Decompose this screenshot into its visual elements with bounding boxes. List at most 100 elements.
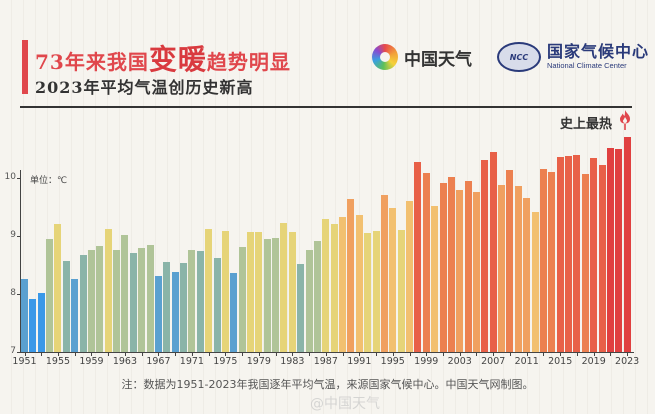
x-tick-mark: [141, 353, 143, 356]
bar-1971: [188, 249, 196, 352]
y-tick-mark: [17, 352, 20, 353]
bar-2017: [573, 154, 581, 352]
bar-1989: [339, 216, 347, 352]
title-emphasis: 暖: [177, 43, 207, 76]
bar-2003: [456, 190, 464, 352]
flame-icon: [620, 110, 630, 130]
bar-1998: [414, 161, 422, 352]
bar-1991: [355, 215, 363, 352]
bar-1970: [180, 263, 188, 352]
bar-2016: [565, 155, 573, 352]
footnote: 注：数据为1951-2023年我国逐年平均气温，来源国家气候中心。中国天气网制图…: [121, 378, 534, 391]
x-tick-label: 2023: [615, 356, 640, 367]
china-weather-swirl-icon: [372, 44, 398, 70]
bar-1957: [71, 278, 79, 352]
bar-2012: [531, 212, 539, 352]
y-tick-label: 9: [10, 230, 16, 240]
x-tick-mark: [309, 353, 311, 356]
x-tick-mark: [57, 353, 59, 356]
bar-1956: [62, 260, 70, 352]
y-tick-mark: [17, 236, 20, 237]
bar-2005: [472, 191, 480, 352]
x-tick-mark: [610, 353, 612, 356]
bar-1973: [205, 229, 213, 352]
bar-1977: [238, 247, 246, 352]
bar-1961: [104, 229, 112, 352]
bar-1968: [163, 262, 171, 352]
ncc-logo: NCC 国家气候中心 National Climate Center: [497, 42, 649, 72]
bar-2010: [514, 186, 522, 352]
x-tick-mark: [426, 353, 428, 356]
bar-1969: [171, 271, 179, 352]
bar-2020: [598, 165, 606, 352]
header-divider: [20, 106, 632, 108]
bar-1967: [154, 276, 162, 352]
hottest-annotation: 史上最热: [560, 117, 613, 132]
x-tick-mark: [325, 353, 327, 356]
x-tick-mark: [292, 353, 294, 356]
x-tick-mark: [124, 353, 126, 356]
bar-2002: [447, 176, 455, 352]
bar-1962: [113, 249, 121, 352]
x-tick-mark: [459, 353, 461, 356]
bar-1951: [21, 278, 28, 352]
x-tick-mark: [392, 353, 394, 356]
x-tick-mark: [627, 353, 629, 356]
title-part: 73年来我国: [35, 50, 149, 74]
bar-2013: [539, 168, 547, 352]
bar-1972: [196, 251, 204, 352]
bar-1984: [297, 263, 305, 352]
bar-2001: [439, 183, 447, 352]
x-tick-mark: [560, 353, 562, 356]
bar-2006: [481, 160, 489, 352]
bar-1963: [121, 234, 129, 352]
bar-1990: [347, 198, 355, 352]
x-tick-label: 1991: [347, 356, 372, 367]
y-tick-label: 7: [10, 346, 16, 356]
bar-1955: [54, 224, 62, 352]
bar-1974: [213, 258, 221, 352]
x-tick-label: 2015: [548, 356, 573, 367]
x-tick-mark: [476, 353, 478, 356]
x-tick-label: 1963: [112, 356, 138, 367]
bar-1954: [46, 238, 54, 352]
x-tick-mark: [74, 353, 76, 356]
bar-1987: [322, 219, 330, 352]
x-tick-mark: [24, 353, 26, 356]
bar-2007: [489, 151, 497, 352]
ncc-name-en: National Climate Center: [547, 61, 627, 71]
china-weather-logo: 中国天气: [372, 44, 472, 70]
bar-2004: [464, 180, 472, 352]
bar-2008: [498, 184, 506, 352]
bar-1979: [255, 231, 263, 352]
x-tick-mark: [359, 353, 361, 356]
x-tick-label: 1959: [79, 356, 104, 367]
x-tick-mark: [41, 353, 43, 356]
x-tick-label: 1951: [12, 356, 37, 367]
bar-2023: [623, 136, 631, 352]
x-tick-label: 1971: [179, 356, 204, 367]
title-part: 趋势明显: [206, 50, 291, 74]
x-axis: [20, 352, 634, 353]
bar-1996: [397, 230, 405, 352]
bar-1980: [263, 238, 271, 352]
x-tick-mark: [526, 353, 528, 356]
bar-1976: [230, 273, 238, 352]
bar-1964: [129, 252, 137, 352]
x-tick-label: 2019: [581, 356, 606, 367]
y-tick-label: 10: [4, 172, 16, 182]
bar-1995: [389, 208, 397, 352]
x-tick-mark: [191, 353, 193, 356]
bar-1994: [380, 194, 388, 352]
title-emphasis: 变: [148, 43, 178, 76]
bar-1960: [96, 245, 104, 352]
x-tick-mark: [376, 353, 378, 356]
bar-2019: [590, 158, 598, 352]
x-tick-label: 1999: [414, 356, 439, 367]
y-axis: [20, 170, 21, 353]
bar-1997: [406, 201, 414, 352]
bar-1952: [29, 299, 37, 352]
x-tick-label: 1987: [313, 356, 338, 367]
x-tick-mark: [493, 353, 495, 356]
x-tick-mark: [576, 353, 578, 356]
